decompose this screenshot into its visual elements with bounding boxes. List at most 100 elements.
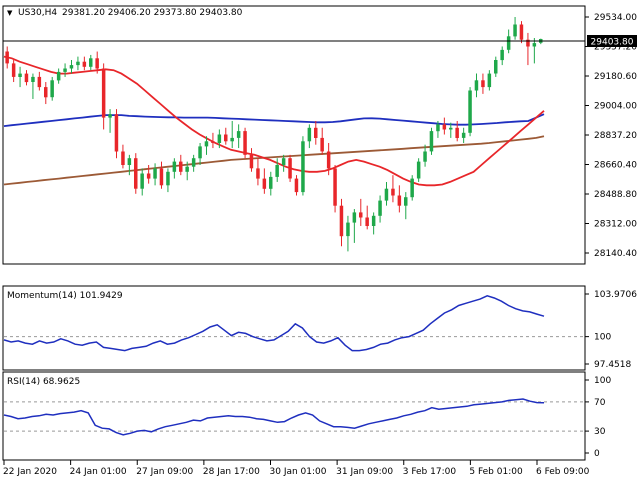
candle — [146, 165, 151, 184]
candle-body — [198, 146, 202, 159]
candle-body — [185, 166, 189, 172]
candle-body — [37, 76, 42, 88]
candle — [153, 163, 157, 186]
candle — [224, 127, 228, 145]
momentum-label: Momentum(14) 101.9429 — [7, 291, 123, 301]
candle-body — [526, 39, 530, 47]
candle — [114, 109, 119, 159]
candle — [442, 117, 447, 135]
candle — [166, 168, 170, 193]
price-tick-label: 28488.80 — [594, 190, 637, 200]
candle — [526, 32, 530, 66]
candle — [455, 120, 459, 142]
candle — [314, 120, 318, 145]
candle-body — [404, 197, 408, 206]
candle-body — [82, 61, 87, 67]
rsi-reference — [4, 401, 584, 432]
candle-body — [172, 161, 177, 172]
momentum-panel-frame — [2, 285, 586, 371]
candle — [371, 212, 376, 235]
ohlc-label: 29381.20 29406.20 29373.80 29403.80 — [62, 8, 243, 18]
candle — [37, 71, 42, 91]
rsi-line — [3, 398, 545, 436]
candle-body — [204, 141, 209, 147]
dropdown-arrow-icon[interactable]: ▼ — [7, 9, 13, 17]
symbol-label: US30,H4 — [18, 8, 57, 18]
candle — [89, 54, 93, 71]
candle-body — [487, 73, 492, 88]
candle-body — [519, 24, 524, 40]
candle-body — [339, 205, 344, 237]
candle — [513, 17, 517, 40]
time-tick-label: 27 Jan 09:00 — [136, 467, 193, 477]
price-badge-bg — [587, 35, 637, 47]
candle — [172, 158, 177, 179]
candle — [410, 175, 414, 201]
rsi-panel: 100 70 30 0 RSI(14) 68.9625 — [2, 371, 611, 461]
candle-body — [159, 168, 164, 186]
time-tick-label: 3 Feb 17:00 — [403, 467, 457, 477]
candle-body — [423, 151, 427, 162]
candle — [365, 205, 369, 230]
candle-body — [449, 127, 453, 130]
candle-body — [481, 80, 485, 88]
candle-body — [269, 176, 273, 189]
candle — [159, 161, 164, 189]
candle-body — [24, 73, 29, 83]
candle-body — [416, 161, 421, 179]
time-tick-label: 5 Feb 01:00 — [469, 467, 523, 477]
candle-body — [359, 212, 363, 218]
candle — [108, 109, 112, 133]
candle — [359, 198, 363, 226]
candles — [5, 17, 543, 252]
candle — [416, 158, 421, 182]
candle — [76, 56, 80, 71]
candle-body — [217, 134, 222, 143]
candle — [256, 158, 260, 186]
candle — [339, 198, 344, 247]
rsi-tick-label: 70 — [594, 398, 606, 408]
moving-averages — [3, 55, 545, 187]
time-axis: 22 Jan 2020 24 Jan 01:00 27 Jan 09:00 28 Ja… — [3, 460, 590, 477]
price-badge: 29403.80 — [591, 38, 634, 48]
candle-body — [211, 141, 215, 143]
ma-mid-line — [3, 113, 545, 127]
candle-body — [494, 60, 498, 74]
rsi-axis: 100 70 30 0 — [585, 376, 611, 459]
candle — [56, 68, 61, 84]
candle-body — [108, 114, 112, 118]
candle — [294, 175, 299, 196]
candle-body — [63, 68, 67, 72]
candle-body — [455, 127, 459, 138]
candle-body — [371, 215, 376, 226]
candle — [378, 195, 382, 223]
candle — [127, 154, 132, 176]
candle — [391, 175, 395, 203]
candle-body — [56, 71, 61, 81]
candle-body — [288, 158, 292, 179]
momentum-line — [3, 294, 545, 352]
candle — [404, 192, 408, 220]
candle-body — [18, 73, 22, 77]
candle-body — [5, 51, 9, 64]
candle-body — [391, 188, 395, 196]
candle-body — [352, 212, 357, 223]
rsi-tick-label: 100 — [594, 376, 611, 386]
candle-body — [191, 158, 196, 167]
candle-body — [179, 161, 183, 172]
time-tick-label: 6 Feb 09:00 — [536, 467, 590, 477]
candle — [500, 46, 504, 66]
candle-body — [114, 114, 119, 152]
momentum-tick-label: 103.9706 — [594, 290, 637, 300]
price-tick-label: 28660.40 — [594, 161, 637, 171]
candle-body — [397, 195, 402, 206]
momentum-line-group — [3, 294, 545, 352]
candle — [95, 51, 99, 74]
candle — [429, 127, 434, 155]
candle-body — [140, 173, 144, 189]
candle — [217, 129, 222, 149]
candle-body — [89, 58, 93, 67]
candle-body — [294, 178, 299, 193]
candle — [204, 136, 209, 155]
candle-body — [281, 158, 286, 165]
